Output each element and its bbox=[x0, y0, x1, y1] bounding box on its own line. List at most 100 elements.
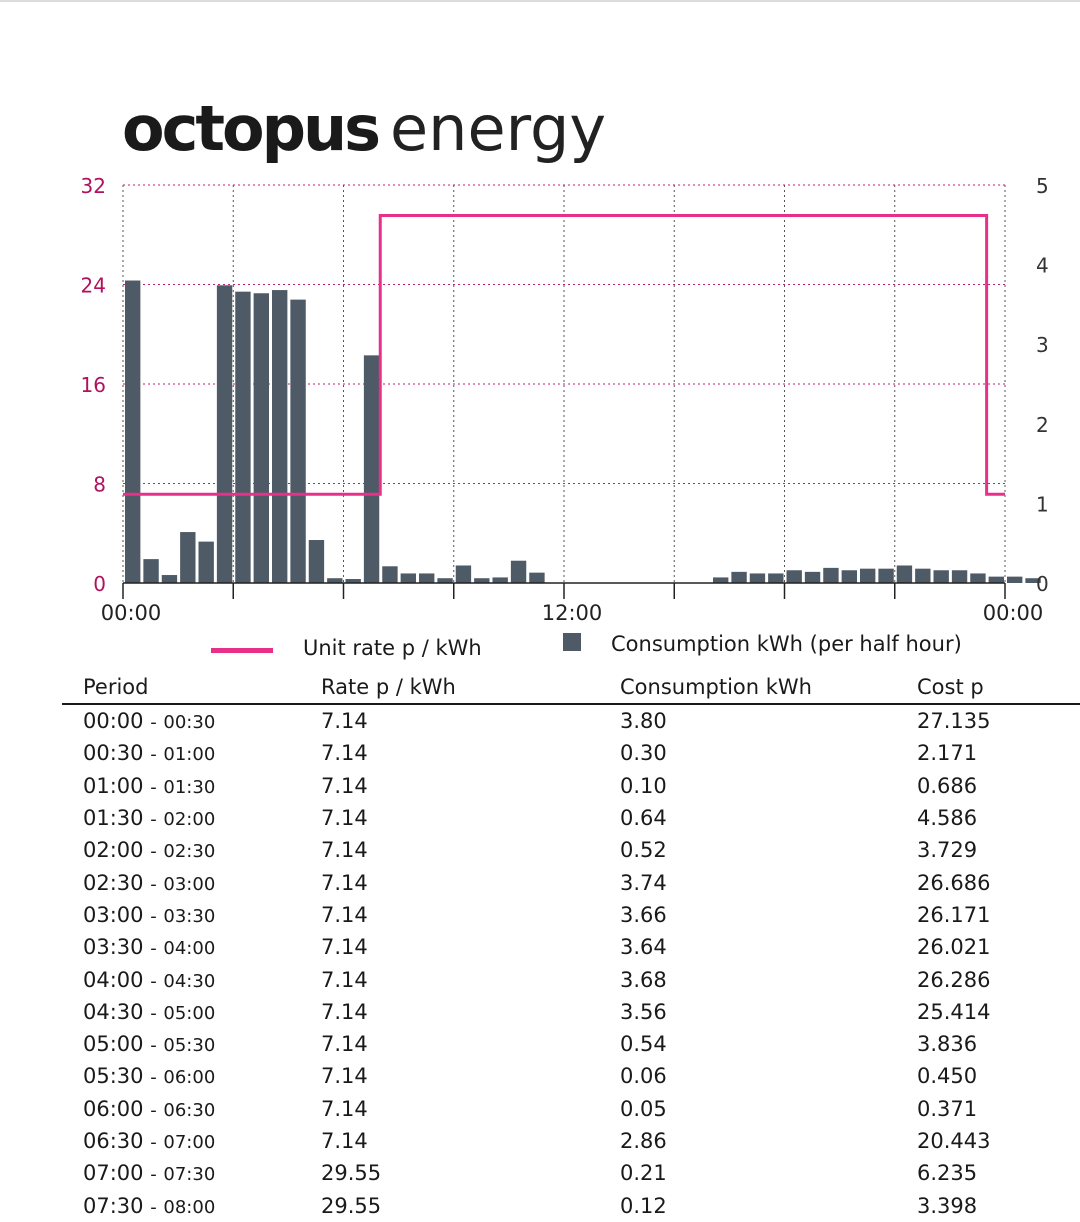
period-end: 08:00 bbox=[163, 1196, 216, 1218]
period-start: 03:00 bbox=[83, 902, 144, 927]
consumption-bar bbox=[804, 571, 821, 583]
period-start: 01:00 bbox=[83, 773, 144, 798]
octopus-energy-logo: octopus energy bbox=[122, 98, 606, 160]
period-separator: - bbox=[150, 744, 157, 766]
cost-cell: 20.443 bbox=[917, 1129, 991, 1153]
consumption-cell: 0.30 bbox=[620, 741, 667, 766]
consumption-bar bbox=[896, 565, 913, 583]
table-row: 02:30 - 03:00 7.14 3.74 26.686 bbox=[62, 866, 1080, 898]
cost-cell: 0.371 bbox=[917, 1096, 978, 1121]
table-row: 01:30 - 02:00 7.14 0.64 4.586 bbox=[62, 802, 1080, 834]
period-separator: - bbox=[150, 1067, 157, 1089]
rate-cell: 7.14 bbox=[321, 870, 368, 895]
consumption-bar bbox=[970, 573, 986, 583]
table-row: 06:30 - 07:00 7.14 2.86 20.443 bbox=[62, 1125, 1080, 1157]
period-separator: - bbox=[150, 905, 157, 927]
consumption-bar bbox=[143, 559, 159, 583]
table-row: 02:00 - 02:30 7.14 0.52 3.729 bbox=[62, 834, 1080, 866]
consumption-cell: 0.52 bbox=[620, 838, 667, 863]
rate-cell: 7.14 bbox=[321, 1129, 368, 1153]
header-rate: Rate p / kWh bbox=[300, 672, 599, 705]
period-cell: 02:00 - 02:30 bbox=[62, 834, 300, 866]
table-row: 07:30 - 08:00 29.55 0.12 3.398 bbox=[62, 1189, 1080, 1221]
consumption-legend-swatch bbox=[563, 633, 581, 651]
period-separator: - bbox=[150, 1035, 157, 1057]
period-start: 07:30 bbox=[83, 1193, 144, 1218]
period-cell: 00:00 - 00:30 bbox=[62, 704, 300, 737]
period-separator: - bbox=[150, 1099, 157, 1121]
consumption-bar bbox=[161, 575, 178, 583]
consumption-bar bbox=[216, 285, 233, 583]
rate-cell: 7.14 bbox=[321, 1096, 368, 1121]
consumption-bar bbox=[823, 567, 839, 583]
consumption-cell: 0.06 bbox=[620, 1064, 667, 1089]
unit-rate-line bbox=[123, 213, 1005, 496]
rate-cell: 29.55 bbox=[321, 1161, 382, 1186]
table-row: 07:00 - 07:30 29.55 0.21 6.235 bbox=[62, 1157, 1080, 1189]
table-row: 05:30 - 06:00 7.14 0.06 0.450 bbox=[62, 1060, 1080, 1092]
period-separator: - bbox=[150, 841, 157, 863]
consumption-bar bbox=[363, 355, 380, 583]
cost-cell: 26.021 bbox=[917, 935, 991, 960]
rate-cell: 7.14 bbox=[321, 935, 368, 960]
period-end: 05:30 bbox=[163, 1035, 216, 1057]
chart-legend: Unit rate p / kWh Consumption kWh (per h… bbox=[0, 628, 1080, 668]
consumption-cell: 0.10 bbox=[620, 773, 667, 798]
top-border bbox=[0, 0, 1080, 2]
left-axis-tick-label: 24 bbox=[81, 274, 106, 298]
period-cell: 01:00 - 01:30 bbox=[62, 770, 300, 802]
period-end: 06:30 bbox=[163, 1099, 216, 1121]
x-axis-tick-label: 00:00 bbox=[983, 601, 1044, 625]
cost-cell: 27.135 bbox=[917, 709, 991, 734]
period-cell: 06:30 - 07:00 bbox=[62, 1125, 300, 1157]
cost-cell: 26.286 bbox=[917, 967, 991, 992]
period-separator: - bbox=[150, 712, 157, 734]
consumption-cell: 0.05 bbox=[620, 1096, 667, 1121]
header-consumption: Consumption kWh bbox=[599, 672, 896, 705]
rate-cell: 7.14 bbox=[321, 1064, 368, 1089]
period-end: 02:30 bbox=[163, 841, 216, 863]
consumption-legend-label: Consumption kWh (per half hour) bbox=[611, 632, 962, 656]
period-separator: - bbox=[150, 1002, 157, 1024]
consumption-bar bbox=[1025, 578, 1041, 583]
consumption-bar bbox=[308, 540, 325, 583]
period-separator: - bbox=[150, 938, 157, 960]
cost-cell: 4.586 bbox=[917, 806, 978, 831]
period-separator: - bbox=[150, 1132, 157, 1153]
period-start: 03:30 bbox=[83, 935, 144, 960]
period-end: 07:00 bbox=[163, 1132, 216, 1153]
period-cell: 07:30 - 08:00 bbox=[62, 1189, 300, 1221]
header-cost: Cost p bbox=[896, 672, 1080, 705]
table-row: 06:00 - 06:30 7.14 0.05 0.371 bbox=[62, 1093, 1080, 1125]
period-cell: 03:30 - 04:00 bbox=[62, 931, 300, 963]
consumption-bar bbox=[125, 280, 141, 583]
consumption-bar bbox=[529, 572, 545, 583]
consumption-cell: 3.66 bbox=[620, 902, 667, 927]
period-start: 07:00 bbox=[83, 1161, 144, 1186]
consumption-cell: 3.74 bbox=[620, 870, 667, 895]
period-cell: 06:00 - 06:30 bbox=[62, 1093, 300, 1125]
consumption-bar bbox=[988, 576, 1004, 583]
consumption-bar bbox=[860, 568, 876, 583]
consumption-cell: 2.86 bbox=[620, 1129, 667, 1153]
table-row: 00:30 - 01:00 7.14 0.30 2.171 bbox=[62, 737, 1080, 769]
logo-word-octopus: octopus bbox=[122, 92, 381, 165]
period-separator: - bbox=[150, 873, 157, 895]
consumption-bar bbox=[713, 577, 729, 583]
period-end: 06:00 bbox=[163, 1067, 216, 1089]
consumption-bar bbox=[492, 577, 508, 583]
consumption-cell: 0.54 bbox=[620, 1032, 667, 1057]
cost-cell: 25.414 bbox=[917, 999, 991, 1024]
right-axis-tick-label: 5 bbox=[1036, 174, 1049, 198]
rate-cell: 7.14 bbox=[321, 967, 368, 992]
consumption-bar bbox=[915, 568, 931, 583]
consumption-bar bbox=[253, 293, 269, 583]
consumption-bar bbox=[878, 568, 894, 583]
period-end: 03:00 bbox=[163, 873, 216, 895]
consumption-bar bbox=[180, 532, 196, 583]
right-axis-tick-label: 4 bbox=[1036, 254, 1049, 278]
x-axis-tick-label: 12:00 bbox=[542, 601, 603, 625]
period-start: 00:00 bbox=[83, 709, 144, 734]
consumption-bar bbox=[382, 566, 398, 583]
period-start: 05:30 bbox=[83, 1064, 144, 1089]
